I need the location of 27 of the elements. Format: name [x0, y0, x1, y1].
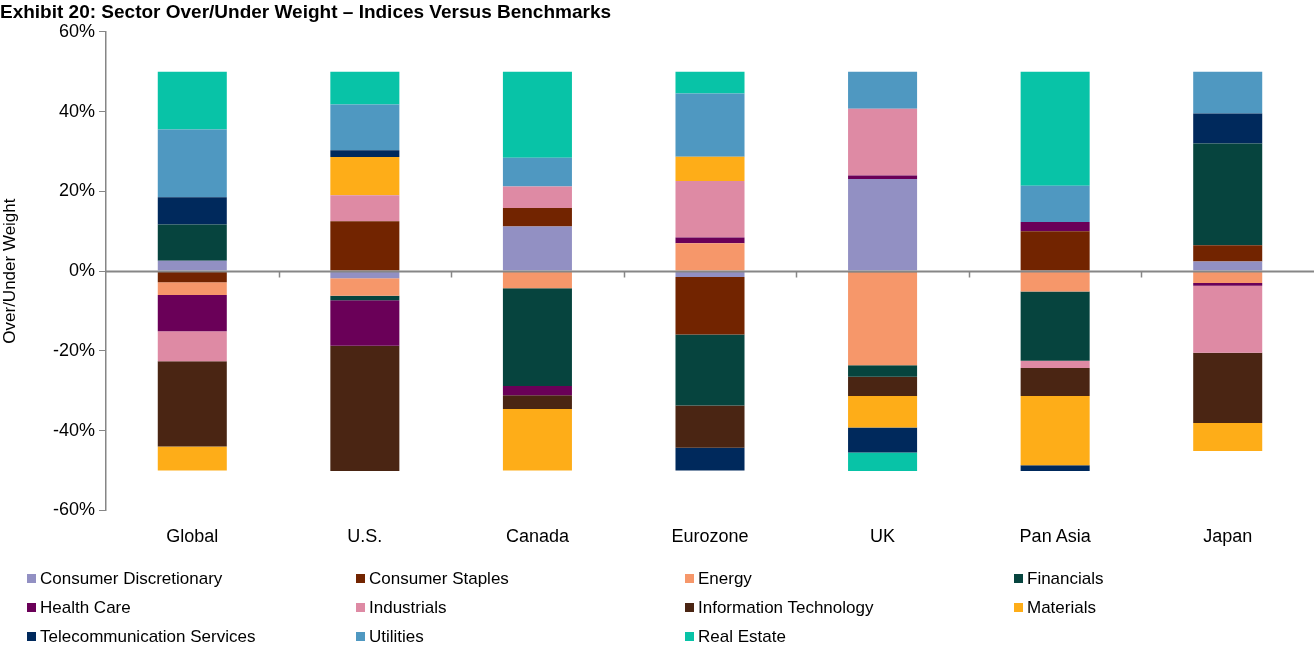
- legend-label: Utilities: [369, 626, 424, 646]
- y-tick-label: -20%: [52, 339, 95, 360]
- y-axis-title: Over/Under Weight: [0, 198, 19, 344]
- chart-title: Exhibit 20: Sector Over/Under Weight – Indices Versus Benchmarks: [0, 0, 612, 22]
- legend-label: Telecommunication Services: [40, 626, 256, 646]
- legend-label: Financials: [1027, 568, 1104, 589]
- legend-label: Consumer Discretionary: [40, 568, 223, 589]
- x-tick-label: Global: [166, 526, 219, 547]
- x-tick-label: Pan Asia: [1019, 526, 1092, 547]
- legend-label: Consumer Staples: [369, 568, 509, 589]
- y-tick-label: 0%: [68, 260, 95, 281]
- legend-label: Information Technology: [698, 597, 874, 618]
- x-tick-label: Canada: [505, 526, 570, 547]
- y-tick-label: -60%: [52, 499, 95, 520]
- legend-label: Industrials: [369, 597, 447, 618]
- legend-label: Real Estate: [698, 626, 786, 646]
- legend-label: Energy: [698, 568, 752, 589]
- x-tick-label: U.S.: [347, 526, 383, 547]
- x-tick-label: UK: [870, 526, 896, 547]
- legend-label: Materials: [1027, 597, 1096, 618]
- y-tick-label: 60%: [58, 20, 95, 41]
- x-tick-label: Eurozone: [671, 526, 749, 547]
- legend-label: Health Care: [40, 597, 131, 618]
- y-tick-label: -40%: [52, 419, 95, 440]
- y-tick-label: 40%: [58, 100, 95, 121]
- x-tick-label: Japan: [1203, 526, 1253, 547]
- y-tick-label: 20%: [58, 180, 95, 201]
